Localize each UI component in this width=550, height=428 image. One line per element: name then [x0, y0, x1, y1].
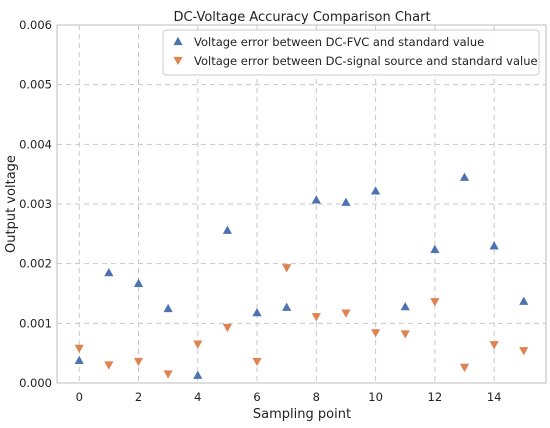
dc-fvc-error-point: [370, 186, 381, 195]
dc-signal-source-error-point: [311, 313, 321, 322]
dc-fvc-error-point: [104, 268, 114, 277]
dc-signal-source-error-point: [74, 344, 84, 353]
grid: [57, 24, 546, 384]
chart-title: DC-Voltage Accuracy Comparison Chart: [173, 10, 430, 25]
dc-signal-source-error-point: [163, 370, 173, 379]
x-tick-label: 2: [135, 390, 142, 404]
dc-fvc-error-point: [252, 307, 262, 317]
legend-marker-triangle-up: [173, 36, 183, 46]
legend-marker-triangle-down: [173, 56, 183, 66]
y-tick-label: 0.003: [19, 197, 52, 211]
dc-signal-source-error-point: [519, 347, 529, 356]
dc-signal-source-error-point: [133, 357, 144, 367]
dc-fvc-error-point: [519, 296, 529, 305]
dc-fvc-error-point: [400, 302, 410, 311]
dc-signal-source-error-point: [400, 330, 410, 339]
dc-signal-source-error-point: [489, 341, 499, 350]
y-tick-label: 0.006: [19, 18, 52, 32]
y-tick-label: 0.000: [19, 376, 52, 390]
dc-fvc-error-point: [311, 195, 321, 204]
dc-signal-source-error-point: [104, 361, 114, 370]
dc-signal-source-error-point: [282, 264, 292, 273]
dc-fvc-error-point: [489, 241, 499, 250]
y-tick-label: 0.001: [19, 316, 52, 330]
y-tick-label: 0.005: [19, 78, 52, 92]
dc-signal-source-error-point: [459, 363, 470, 373]
dc-signal-source-error-point: [193, 340, 203, 349]
dc-signal-source-error-point: [222, 323, 233, 333]
dc-fvc-error-point: [163, 303, 173, 313]
y-axis-label: Output voltage: [4, 155, 19, 253]
data-markers: [74, 172, 529, 379]
x-tick-label: 12: [428, 390, 443, 404]
dc-fvc-error-point: [74, 355, 84, 365]
dc-fvc-error-point: [430, 244, 440, 254]
y-tick-label: 0.004: [19, 137, 52, 151]
legend-label-dc-fvc: Voltage error between DC-FVC and standar…: [194, 35, 484, 49]
y-tick-label: 0.002: [19, 257, 52, 271]
dc-signal-source-error-point: [252, 357, 262, 367]
x-tick-label: 10: [368, 390, 383, 404]
dc-fvc-error-point: [193, 370, 203, 379]
dc-fvc-error-point: [459, 172, 470, 181]
x-tick-label: 6: [253, 390, 260, 404]
legend-box: [162, 29, 540, 76]
dc-fvc-error-point: [282, 302, 292, 311]
y-axis-ticks: 0.000 0.001 0.002 0.003 0.004 0.005 0.006: [19, 18, 52, 390]
x-tick-label: 4: [194, 390, 201, 404]
x-tick-label: 0: [76, 390, 83, 404]
x-tick-label: 14: [487, 390, 502, 404]
x-tick-label: 8: [313, 390, 320, 404]
dc-signal-source-error-point: [370, 329, 381, 338]
dc-signal-source-error-point: [430, 298, 440, 307]
dc-fvc-error-point: [341, 197, 351, 206]
dc-fvc-error-point: [133, 278, 144, 288]
dc-fvc-error-point: [222, 225, 233, 234]
dc-signal-source-error-point: [341, 309, 351, 318]
plot-frame: [56, 24, 547, 384]
legend: Voltage error between DC-FVC and standar…: [162, 29, 540, 76]
legend-label-dc-signal-source: Voltage error between DC-signal source a…: [194, 54, 538, 68]
x-axis-label: Sampling point: [253, 407, 351, 422]
x-axis-ticks: 0 2 4 6 8 10 12 14: [76, 390, 502, 404]
